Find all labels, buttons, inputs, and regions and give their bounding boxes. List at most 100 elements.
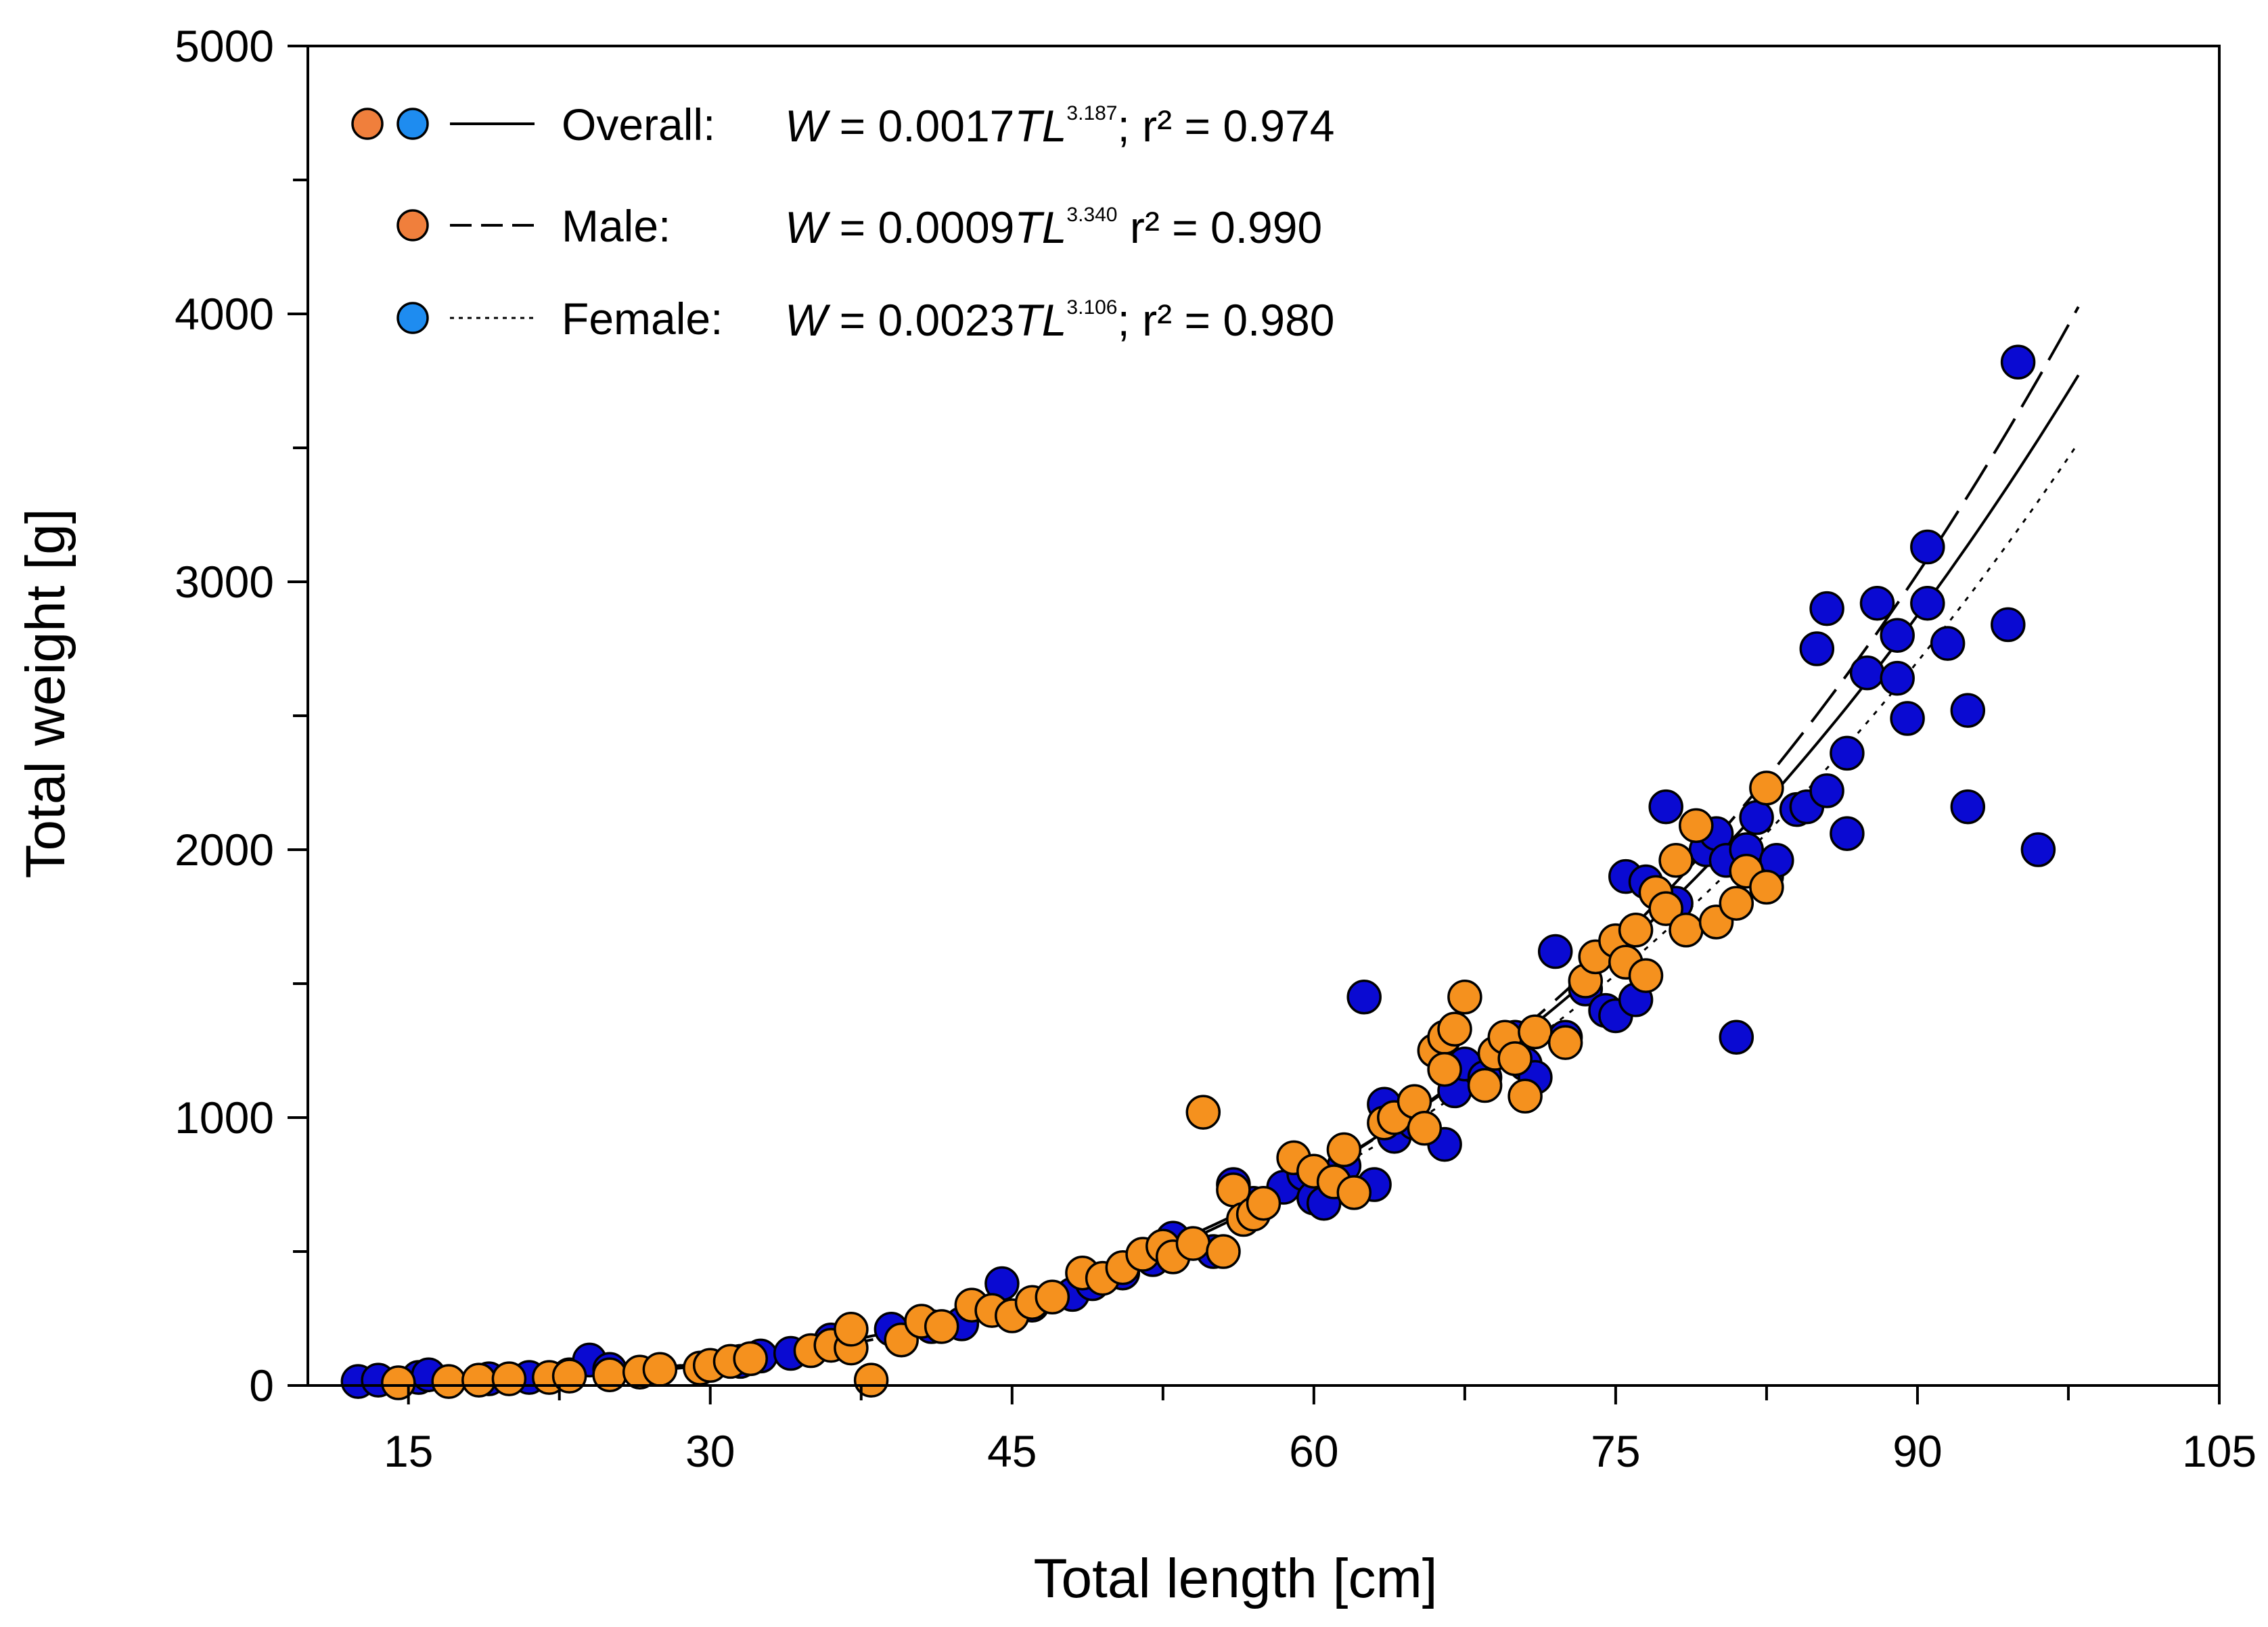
legend-item-overall: Overall: W = 0.0017TL3.187; r² = 0.974 [351,99,1335,151]
male-point [1326,1132,1362,1168]
female-point [1809,773,1844,808]
male-point [1206,1234,1241,1269]
male-point [1749,771,1784,806]
female-point [2000,344,2036,380]
data-points [340,344,2056,1400]
female-point [2020,832,2056,867]
legend-item-male: Male: W = 0.0009TL3.340 r² = 0.990 [396,201,1322,252]
male-point [834,1312,869,1347]
y-tick-label: 4000 [175,289,274,339]
equation-r2: ; r² = 0.974 [1118,101,1335,151]
female-point [1799,631,1835,666]
legend-equation: W = 0.0023TL3.106; r² = 0.980 [785,295,1335,345]
female-point [1859,585,1895,621]
female-point [1950,789,1986,825]
equation-r2: ; r² = 0.980 [1118,295,1335,345]
male-point [1628,958,1664,993]
series-male [381,771,1784,1400]
male-point [1175,1226,1211,1261]
legend-item-female: Female: W = 0.0023TL3.106; r² = 0.980 [396,294,1335,345]
male-point [853,1362,889,1398]
equation-coef: = 0.0017 [827,101,1014,151]
legend-marker [396,302,429,334]
fit-curve-overall [348,374,2080,1386]
x-axis-title: Total length [cm] [1033,1548,1437,1609]
female-point [1648,789,1683,825]
female-point [1930,626,1966,661]
equation-r2: r² = 0.990 [1118,202,1323,252]
legend-label: Overall: [562,99,715,150]
female-point [1849,655,1885,691]
x-tick-label: 45 [987,1426,1037,1476]
male-point [1185,1095,1221,1130]
x-tick-label: 60 [1289,1426,1338,1476]
legend: Overall: W = 0.0017TL3.187; r² = 0.974 Mal… [351,99,1335,345]
equation-var: TL [1014,295,1066,345]
equation-lhs: W [785,295,831,345]
male-point [1749,869,1784,905]
female-point [1890,701,1925,736]
male-point [1669,913,1704,948]
male-point [1497,1041,1533,1076]
equation-var: TL [1014,202,1066,252]
male-point [1719,886,1754,921]
equation-lhs: W [785,202,831,252]
male-point [924,1309,959,1344]
male-point [642,1352,678,1387]
female-point [1910,529,1945,565]
y-tick-label: 0 [249,1360,274,1411]
female-point [1809,591,1844,626]
male-point [1407,1111,1443,1146]
male-point [1427,1051,1462,1087]
female-point [1880,660,1915,696]
male-point [1679,808,1714,844]
male-point [1246,1185,1282,1221]
fit-curve-male [348,306,2080,1386]
female-point [1950,693,1986,728]
equation-exponent: 3.340 [1066,204,1117,226]
equation-lhs: W [785,101,831,151]
x-tick-label: 30 [685,1426,735,1476]
female-point [1719,1019,1754,1055]
equation-var: TL [1014,101,1066,151]
x-tick-label: 105 [2182,1426,2256,1476]
male-point [1447,980,1482,1015]
male-point [1658,843,1694,878]
y-tick-label: 3000 [175,557,274,607]
male-point [1648,891,1683,926]
female-point [1830,735,1865,771]
legend-equation: W = 0.0009TL3.340 r² = 0.990 [785,202,1322,252]
legend-label: Female: [562,294,723,344]
male-point [491,1361,527,1396]
x-tick-label: 15 [384,1426,433,1476]
male-point [1618,913,1654,948]
male-point [381,1365,416,1400]
male-point [733,1341,768,1377]
y-tick-label: 5000 [175,21,274,71]
male-point [431,1364,466,1399]
legend-marker [396,108,429,140]
female-point [1910,585,1945,621]
female-point [1537,934,1573,969]
legend-equation: W = 0.0017TL3.187; r² = 0.974 [785,101,1335,151]
fit-curves [348,306,2080,1386]
equation-coef: = 0.0009 [827,202,1014,252]
female-point [1991,607,2026,643]
male-point [461,1362,497,1398]
legend-marker [351,108,384,140]
female-point [1739,800,1774,835]
equation-exponent: 3.106 [1066,296,1117,319]
legend-marker [396,209,429,242]
male-point [1035,1279,1070,1315]
male-point [1547,1025,1583,1060]
male-point [1518,1014,1553,1050]
x-tick-label: 75 [1591,1426,1640,1476]
female-point [1346,980,1382,1015]
y-tick-label: 1000 [175,1093,274,1143]
x-tick-label: 90 [1892,1426,1942,1476]
male-point [1467,1068,1503,1103]
y-axis-title: Total weight [g] [15,509,76,879]
female-point [1830,816,1865,851]
legend-label: Male: [562,201,671,251]
